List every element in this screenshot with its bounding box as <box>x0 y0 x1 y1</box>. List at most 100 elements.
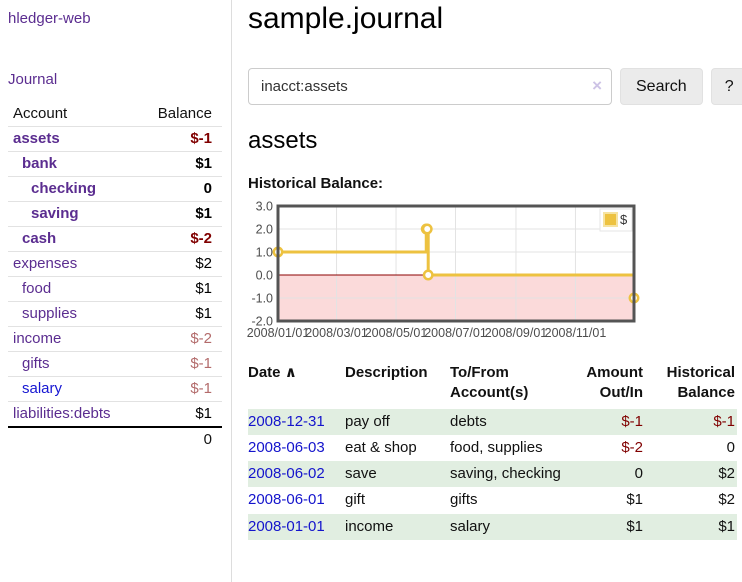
account-row: saving $1 <box>8 201 222 227</box>
register-row: 2008-01-01 income salary $1 $1 <box>248 513 737 540</box>
transaction-accounts: debts <box>450 412 487 430</box>
register-header-amount: Amount Out/In <box>586 364 643 402</box>
account-row: liabilities:debts $1 <box>8 401 222 427</box>
accounts-table: Account Balance assets $-1 bank $1 checking 0… <box>8 102 222 452</box>
account-link-expenses[interactable]: expenses <box>13 255 78 272</box>
account-balance: $1 <box>195 405 212 422</box>
accounts-header-balance: Balance <box>157 105 212 122</box>
clear-search-icon[interactable]: × <box>592 76 602 95</box>
search-form: × Search ? <box>248 68 742 105</box>
account-row: supplies $1 <box>8 301 222 327</box>
account-row: bank $1 <box>8 151 222 177</box>
account-row: expenses $2 <box>8 251 222 277</box>
historical-balance-chart: $3.0 2.0 1.0 0.0 -1.0 -2.0 2008/01/01 2008/03/0… <box>247 200 642 343</box>
account-link-supplies[interactable]: supplies <box>22 305 78 322</box>
transaction-date-link[interactable]: 2008-01-01 <box>248 517 325 535</box>
transaction-balance: 0 <box>726 438 735 456</box>
transaction-description: eat & shop <box>345 438 417 456</box>
transaction-description: gift <box>345 491 366 509</box>
register-header-balance: Historical Balance <box>666 364 735 402</box>
sidebar-item-journal[interactable]: Journal <box>8 71 58 88</box>
account-balance: $1 <box>195 280 212 297</box>
transaction-accounts: salary <box>450 517 491 535</box>
register-header-description: Description <box>345 364 428 381</box>
svg-text:3.0: 3.0 <box>256 200 273 214</box>
register-row: 2008-06-03 eat & shop food, supplies $-2 0 <box>248 435 737 461</box>
account-balance: $-2 <box>190 230 212 247</box>
accounts-total-spacer <box>8 426 136 452</box>
help-button[interactable]: ? <box>710 68 742 105</box>
account-balance: $1 <box>195 155 212 172</box>
account-balance: $-1 <box>190 355 212 372</box>
search-input[interactable] <box>248 68 612 105</box>
account-link-gifts[interactable]: gifts <box>22 355 50 372</box>
transaction-date-link[interactable]: 2008-06-02 <box>248 465 325 482</box>
account-row: income $-2 <box>8 326 222 352</box>
transaction-date-link[interactable]: 2008-06-03 <box>248 438 325 456</box>
transaction-accounts: food, supplies <box>450 438 543 456</box>
account-link-liabilities-debts[interactable]: liabilities:debts <box>13 405 111 422</box>
svg-text:1.0: 1.0 <box>256 246 273 260</box>
transaction-balance: $1 <box>718 517 735 535</box>
transaction-amount: $-2 <box>621 438 643 456</box>
svg-text:2.0: 2.0 <box>256 223 273 237</box>
transaction-accounts: saving, checking <box>450 465 561 482</box>
transaction-description: pay off <box>345 412 390 430</box>
svg-text:$: $ <box>620 212 628 227</box>
register-table-body: 2008-12-31 pay off debts $-1 $-1 2008-06-03 ea… <box>248 408 737 540</box>
account-link-bank[interactable]: bank <box>22 155 58 172</box>
account-balance: $-1 <box>190 380 212 397</box>
account-balance: 0 <box>203 180 212 197</box>
register-row: 2008-06-02 save saving, checking 0 $2 <box>248 461 737 488</box>
register-row: 2008-06-01 gift gifts $1 $2 <box>248 487 737 513</box>
search-button[interactable]: Search <box>620 68 703 105</box>
register-header-date[interactable]: Date ∧ <box>248 364 297 381</box>
account-link-saving[interactable]: saving <box>31 205 79 222</box>
account-link-salary[interactable]: salary <box>22 380 63 397</box>
svg-text:2008/05/01: 2008/05/01 <box>365 326 428 340</box>
account-link-food[interactable]: food <box>22 280 52 297</box>
transaction-balance: $2 <box>718 491 735 509</box>
svg-text:2008/09/01: 2008/09/01 <box>485 326 548 340</box>
transaction-date-link[interactable]: 2008-06-01 <box>248 491 325 509</box>
svg-text:2008/11/01: 2008/11/01 <box>545 326 607 340</box>
transaction-accounts: gifts <box>450 491 478 509</box>
transaction-amount: $1 <box>626 517 643 535</box>
account-row: checking 0 <box>8 176 222 202</box>
transaction-amount: $-1 <box>621 412 643 430</box>
account-row: salary $-1 <box>8 376 222 402</box>
svg-text:0.0: 0.0 <box>256 269 273 283</box>
accounts-header-account: Account <box>13 105 68 122</box>
transaction-description: income <box>345 517 394 535</box>
account-balance: $2 <box>195 255 212 272</box>
accounts-table-body: assets $-1 bank $1 checking 0 saving $1 cash $-2 e… <box>8 126 222 427</box>
svg-text:2008/07/01: 2008/07/01 <box>424 326 487 340</box>
sidebar: hledger-web Journal Account Balance asse… <box>0 0 232 582</box>
main-content: sample.journal × Search ? assets Histori… <box>232 0 742 582</box>
account-balance: $-2 <box>190 330 212 347</box>
account-row: cash $-2 <box>8 226 222 252</box>
account-link-cash[interactable]: cash <box>22 230 57 247</box>
transaction-amount: 0 <box>634 465 643 482</box>
transaction-description: save <box>345 465 377 482</box>
accounts-total-value: 0 <box>135 426 222 452</box>
accounts-total-row: 0 <box>8 426 222 452</box>
account-balance: $1 <box>195 305 212 322</box>
brand-link[interactable]: hledger-web <box>8 10 91 27</box>
transaction-balance: $-1 <box>713 412 735 430</box>
search-input-wrap: × <box>248 68 612 105</box>
register-header-row: Date ∧ Description To/From Account(s) Am… <box>248 361 737 409</box>
register-row: 2008-12-31 pay off debts $-1 $-1 <box>248 408 737 435</box>
account-link-checking[interactable]: checking <box>31 180 97 197</box>
account-link-income[interactable]: income <box>13 330 62 347</box>
accounts-table-header-row: Account Balance <box>8 102 222 127</box>
account-balance: $1 <box>195 205 212 222</box>
register-header-accounts: To/From Account(s) <box>450 364 529 402</box>
account-row: assets $-1 <box>8 126 222 152</box>
svg-text:2008/03/01: 2008/03/01 <box>305 326 368 340</box>
page-title: sample.journal <box>248 2 444 35</box>
transaction-date-link[interactable]: 2008-12-31 <box>248 412 325 430</box>
account-link-assets[interactable]: assets <box>13 130 60 147</box>
sort-ascending-icon: ∧ <box>284 364 297 381</box>
